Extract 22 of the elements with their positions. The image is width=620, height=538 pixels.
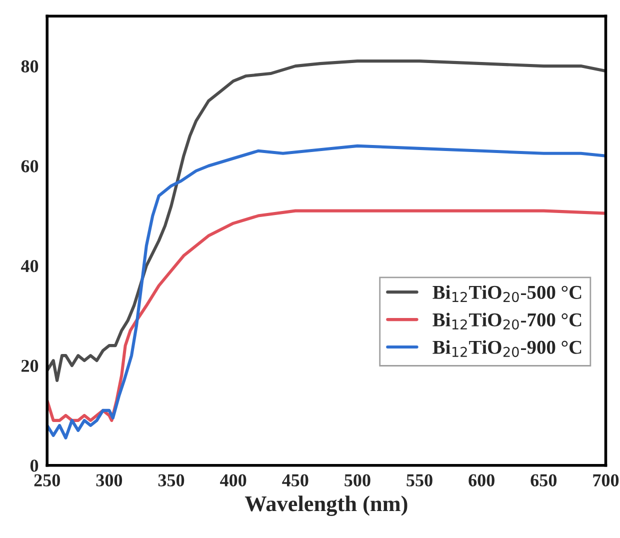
x-tick-label: 550 xyxy=(406,474,432,486)
y-tick-label: 20 xyxy=(21,360,38,372)
legend-label: Bi$_{12}$TiO$_{20}$-900 °C xyxy=(432,340,582,358)
y-tick-label: 40 xyxy=(20,260,38,272)
y-tick-label: 60 xyxy=(21,160,38,172)
y-tick-label: 80 xyxy=(21,60,38,72)
x-tick-label: 350 xyxy=(158,474,184,486)
x-tick-label: 400 xyxy=(220,474,246,486)
line-series xyxy=(47,144,606,440)
line-series xyxy=(47,209,606,422)
legend-label: Bi$_{12}$TiO$_{20}$-500 °C xyxy=(432,285,582,302)
legend-label: Bi$_{12}$TiO$_{20}$-700 °C xyxy=(432,312,582,330)
y-tick-label: 0 xyxy=(30,460,38,472)
x-tick-label: 700 xyxy=(593,474,619,486)
x-tick-label: 650 xyxy=(530,474,557,486)
x-tick-label: 500 xyxy=(344,474,370,486)
x-tick-label: 450 xyxy=(282,474,308,486)
x-tick-label: 300 xyxy=(96,474,122,486)
x-tick-label: 600 xyxy=(468,474,494,486)
line-series xyxy=(47,60,606,382)
x-tick-label: 250 xyxy=(34,474,60,486)
x-axis-title: Wavelength (nm) xyxy=(244,496,408,516)
